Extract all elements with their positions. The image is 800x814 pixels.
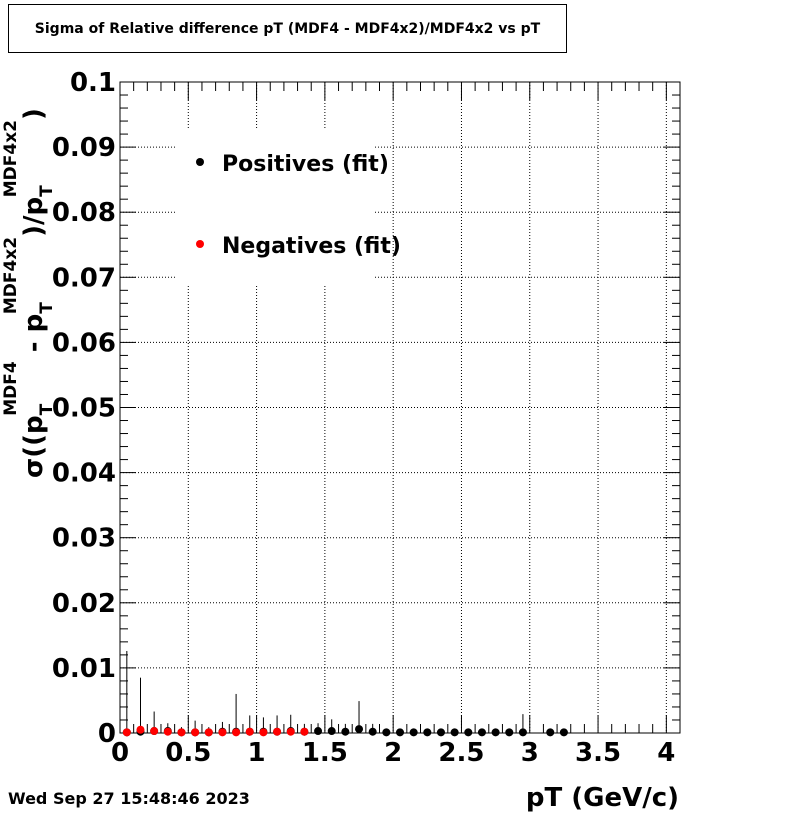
legend-marker-positives — [196, 158, 204, 166]
legend-label-positives: Positives (fit) — [222, 152, 389, 177]
y-axis-label: σ((pTMDF4 - pTMDF4x2)/pTMDF4x2) — [1, 108, 57, 478]
negatives-marker — [286, 727, 295, 736]
negatives-marker — [300, 727, 309, 736]
x-tick-label: 2.5 — [438, 738, 484, 768]
negatives-marker — [232, 728, 241, 737]
positives-marker — [396, 728, 404, 737]
y-tick-label: 0.06 — [52, 328, 116, 358]
error-bars — [126, 650, 565, 733]
positives-marker — [436, 728, 445, 737]
legend-background — [175, 128, 375, 286]
positives-marker — [327, 727, 336, 736]
positives-marker — [464, 728, 473, 737]
negatives-marker — [177, 728, 186, 737]
x-tick-label: 3.5 — [575, 738, 621, 768]
positives-marker — [559, 728, 568, 737]
chart-title-box: Sigma of Relative difference pT (MDF4 - … — [8, 4, 567, 53]
legend-marker-negatives — [196, 240, 204, 248]
negatives-marker — [191, 728, 200, 737]
negatives-marker — [163, 727, 172, 736]
positives-marker — [355, 725, 364, 734]
x-tick-label: 3 — [521, 738, 539, 768]
y-tick-label: 0.05 — [52, 394, 116, 424]
positives-marker — [505, 728, 514, 737]
x-tick-label: 0 — [111, 738, 129, 768]
positives-marker — [546, 728, 555, 737]
negatives-marker — [122, 728, 131, 737]
data-markers — [122, 725, 568, 737]
positives-marker — [518, 728, 527, 737]
y-tick-labels: 0 0.01 0.02 0.03 0.04 0.05 0.06 0.07 0.08 0.09 0.1 — [52, 68, 116, 749]
positives-marker — [423, 728, 432, 737]
y-tick-label: 0.1 — [70, 68, 116, 98]
negatives-marker — [136, 725, 145, 734]
y-tick-label: 0.02 — [52, 589, 116, 619]
x-tick-label: 2 — [384, 738, 402, 768]
negatives-marker — [245, 727, 254, 736]
positives-marker — [477, 728, 486, 737]
y-tick-label: 0.01 — [52, 654, 116, 684]
x-tick-labels: 0 0.5 1 1.5 2 2.5 3 3.5 4 — [111, 738, 675, 768]
chart-title: Sigma of Relative difference pT (MDF4 - … — [34, 20, 541, 37]
positives-marker — [368, 727, 377, 736]
timestamp: Wed Sep 27 15:48:46 2023 — [8, 789, 250, 808]
legend: Positives (fit) Negatives (fit) — [175, 128, 401, 286]
x-tick-label: 1.5 — [302, 738, 348, 768]
negatives-marker — [204, 728, 213, 737]
x-tick-label: 4 — [657, 738, 675, 768]
y-tick-label: 0.04 — [52, 459, 116, 489]
y-tick-label: 0.08 — [52, 198, 116, 228]
legend-label-negatives: Negatives (fit) — [222, 234, 401, 259]
y-tick-label: 0.03 — [52, 524, 116, 554]
x-axis-label: pT (GeV/c) — [526, 783, 679, 813]
negatives-marker — [150, 727, 159, 736]
y-tick-label: 0 — [98, 719, 116, 749]
y-tick-label: 0.09 — [52, 133, 116, 163]
positives-marker — [341, 727, 350, 736]
negatives-marker — [218, 728, 227, 737]
y-tick-label: 0.07 — [52, 263, 116, 293]
positives-marker — [450, 728, 459, 737]
x-tick-label: 1 — [248, 738, 266, 768]
axis-ticks — [119, 81, 680, 734]
negatives-marker — [259, 728, 268, 737]
negatives-marker — [273, 727, 282, 736]
x-tick-label: 0.5 — [165, 738, 211, 768]
positives-marker — [314, 727, 323, 736]
positives-marker — [382, 728, 391, 737]
positives-marker — [491, 728, 500, 737]
positives-marker — [409, 728, 418, 737]
